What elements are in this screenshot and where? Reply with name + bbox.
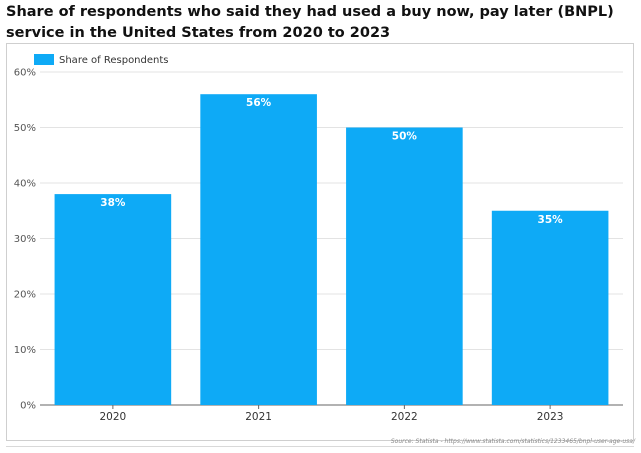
y-tick-label: 50%: [14, 123, 36, 134]
bar-2020: [54, 194, 172, 405]
chart-frame: Share of Respondents 0% 10% 20% 30% 40% 50% 60%…: [6, 43, 634, 441]
bar-chart: Share of Respondents 0% 10% 20% 30% 40% 50% 60%…: [14, 54, 623, 423]
data-label: 56%: [246, 97, 272, 109]
chart-title: Share of respondents who said they had u…: [6, 4, 614, 41]
x-tick-label: 2020: [100, 411, 127, 423]
bar-2022: [346, 127, 463, 405]
bar-2023: [491, 210, 609, 405]
y-tick-label: 20%: [14, 290, 36, 301]
x-tick-label: 2022: [391, 411, 418, 423]
legend-label: Share of Respondents: [59, 55, 169, 66]
x-tick-label: 2021: [245, 411, 272, 423]
y-tick-label: 40%: [14, 179, 36, 190]
y-tick-label: 10%: [14, 345, 36, 356]
bottom-divider: [6, 446, 634, 447]
y-tick-label: 60%: [14, 68, 36, 79]
bar-2021: [200, 94, 317, 405]
y-tick-label: 30%: [14, 234, 36, 245]
data-label: 35%: [538, 214, 564, 226]
legend-swatch: [34, 54, 54, 65]
data-label: 38%: [100, 197, 126, 209]
y-tick-label: 0%: [20, 401, 36, 412]
x-tick-label: 2023: [537, 411, 564, 423]
source-note: Source: Statista - https://www.statista.…: [390, 438, 635, 445]
data-label: 50%: [392, 131, 418, 143]
